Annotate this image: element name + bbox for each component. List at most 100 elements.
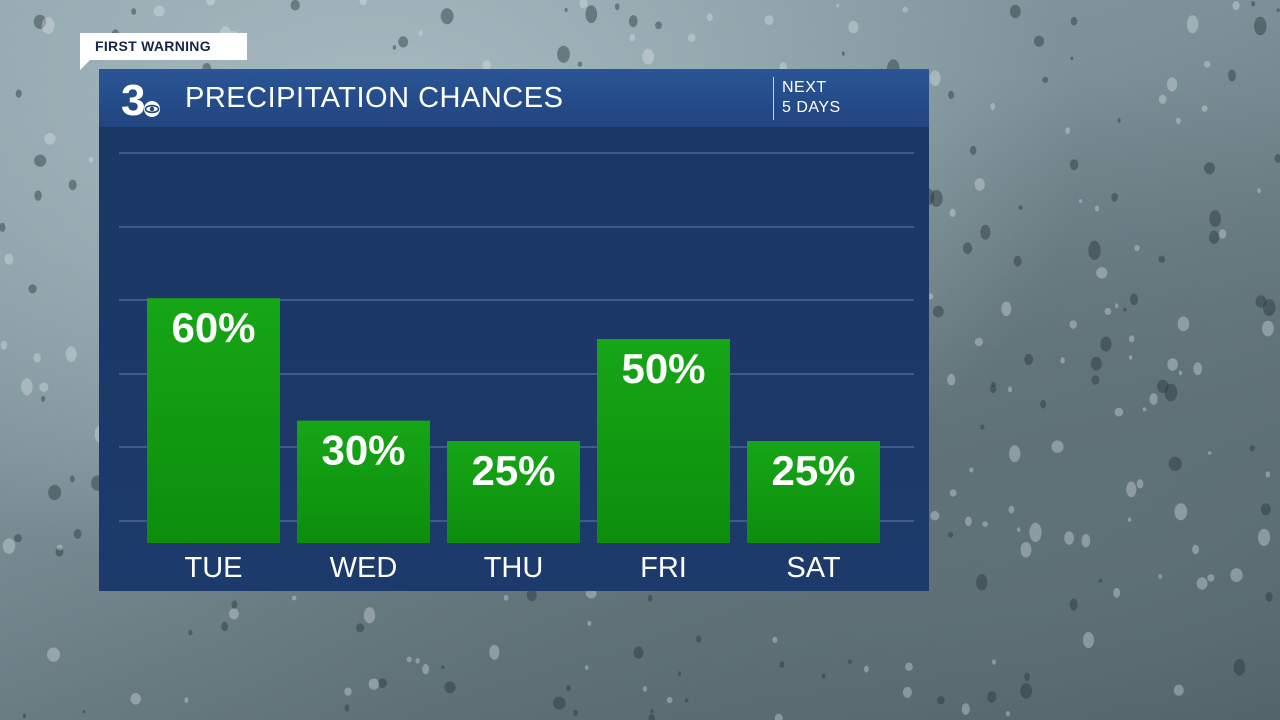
raindrop [847,659,852,664]
raindrop [188,629,193,636]
raindrop [1128,355,1133,360]
raindrop [359,0,368,6]
raindrop [68,179,77,191]
raindrop [1193,362,1203,376]
raindrop [398,36,409,48]
panel-header: 3 PRECIPITATION CHANCES NEXT 5 DAYS [99,69,929,128]
raindrop [1158,574,1162,579]
category-label: WED [330,552,398,584]
raindrop [648,713,655,720]
raindrop [39,382,49,392]
raindrop [344,687,352,696]
raindrop [33,352,41,363]
raindrop [392,45,397,50]
raindrop [1168,456,1182,471]
raindrop [1111,192,1118,202]
raindrop [684,698,689,703]
raindrop [34,154,47,167]
raindrop [1262,299,1276,316]
raindrop [647,594,653,602]
raindrop [1157,379,1169,393]
raindrop [1262,320,1274,337]
raindrop [1167,358,1178,371]
raindrop [976,574,988,591]
raindrop [1192,544,1200,555]
raindrop [1020,683,1033,699]
raindrop [1009,445,1021,463]
bar-thu [447,441,580,543]
raindrop [228,608,239,620]
raindrop [1088,240,1101,260]
raindrop [1218,229,1227,239]
raindrop [418,30,423,36]
raindrop [585,665,589,670]
raindrop [553,696,566,710]
raindrop [949,489,957,497]
raindrop [1136,479,1144,489]
raindrop [696,635,702,643]
raindrop [1130,293,1138,305]
raindrop [1207,451,1212,455]
raindrop [48,484,62,501]
raindrop [377,678,387,689]
raindrop [0,222,6,232]
raindrop [422,663,429,675]
raindrop [1104,307,1112,315]
raindrop [987,691,997,703]
raindrop [905,662,913,671]
raindrop [1232,0,1240,11]
raindrop [706,13,713,22]
raindrop [1209,210,1221,227]
raindrop [489,644,500,660]
raindrop [614,3,620,11]
raindrop [1090,356,1102,371]
raindrop [344,704,350,712]
raindrop [687,33,696,43]
raindrop [1078,199,1083,203]
raindrop [585,5,598,24]
raindrop [965,516,972,527]
raindrop [642,48,655,65]
header-subtitle: NEXT 5 DAYS [782,78,841,118]
raindrop [206,0,216,6]
raindrop [1029,522,1042,543]
raindrop [1070,16,1078,26]
raindrop [629,33,636,42]
raindrop [1007,386,1013,393]
raindrop [764,15,774,25]
raindrop [1008,505,1015,514]
raindrop [1020,541,1032,558]
bar-fri [597,339,730,543]
raindrop [774,713,783,720]
raindrop [290,0,300,11]
raindrop [1091,375,1100,385]
raindrop [573,709,578,716]
raindrop [1115,303,1119,309]
raindrop [221,621,229,632]
raindrop [1024,672,1030,682]
raindrop [902,6,908,13]
raindrop [153,5,165,17]
raindrop [1228,69,1236,82]
raindrop [368,678,380,690]
raindrop [990,102,996,111]
tag-notch [80,60,90,70]
raindrop [948,532,954,538]
raindrop [1207,574,1215,582]
raindrop [41,395,46,402]
raindrop [1173,684,1184,696]
raindrop [1013,255,1022,267]
raindrop [1158,94,1167,104]
raindrop [1042,76,1049,83]
raindrop [655,21,662,30]
raindrop [444,681,456,694]
category-label: SAT [786,552,841,584]
raindrop [650,709,654,714]
bar-value-label: 25% [471,447,555,494]
raindrop [980,424,985,430]
raindrop [1017,527,1021,532]
header-divider [773,77,774,120]
raindrop [21,378,33,396]
raindrop [937,696,945,705]
precipitation-panel: 3 PRECIPITATION CHANCES NEXT 5 DAYS 60% T… [99,69,929,591]
